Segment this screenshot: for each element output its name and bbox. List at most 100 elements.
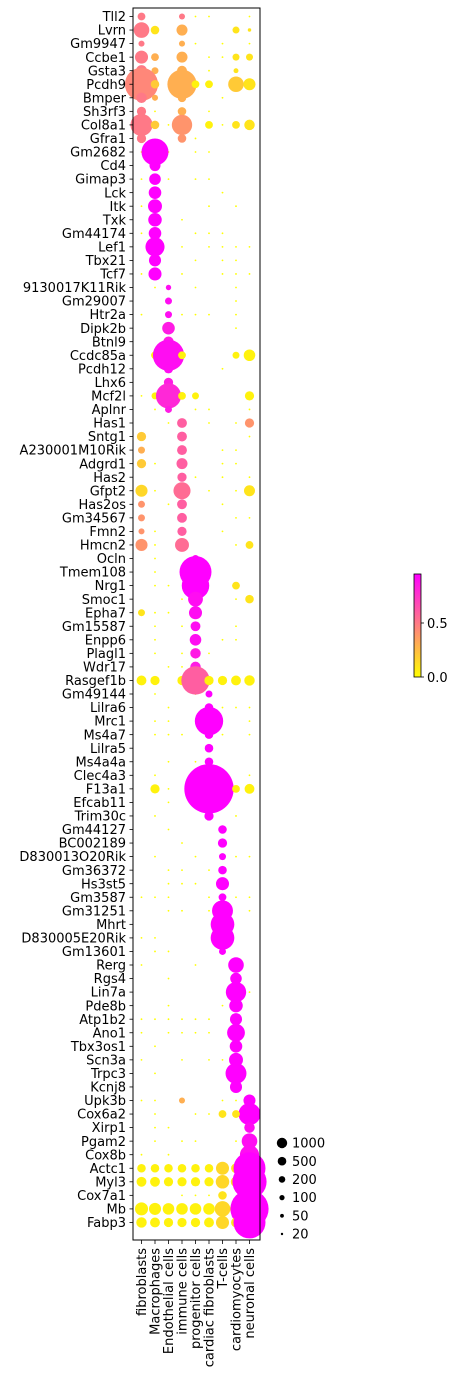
background-dot xyxy=(248,774,251,777)
y-tick-label: Mrc1 xyxy=(94,715,126,730)
dot-gm29007-endothelial-cells xyxy=(165,297,172,305)
dot-rgs4-cardiomyocytes xyxy=(230,972,242,985)
dot-actc1-progenitor-cells xyxy=(191,1163,200,1173)
dot-gfra1-fibroblasts xyxy=(136,133,147,144)
dot-fabp3-endothelial-cells xyxy=(163,1217,174,1228)
y-tick-label: Lilra6 xyxy=(90,701,126,716)
dot-lvrn-fibroblasts xyxy=(133,22,150,38)
background-dot xyxy=(181,652,183,655)
dot-a230001m10rik-immune-cells xyxy=(177,445,187,456)
dot-tll2-fibroblasts xyxy=(137,12,146,21)
dot-hmcn2-immune-cells xyxy=(175,537,189,552)
size-legend-dot xyxy=(280,1213,284,1218)
background-dot xyxy=(154,1018,156,1021)
y-tick-label: Cox8b xyxy=(85,1148,126,1163)
dot-gfra1-immune-cells xyxy=(177,134,187,143)
x-tick-label: T-cells xyxy=(216,1248,231,1290)
dot-actc1-fibroblasts xyxy=(137,1163,146,1173)
y-tick-label: Gm49144 xyxy=(62,688,126,703)
background-dot xyxy=(235,462,237,465)
background-dot xyxy=(208,313,210,316)
size-legend-label: 100 xyxy=(292,1191,317,1206)
dot-has1-neuronal-cells xyxy=(244,418,255,428)
y-tick-label: Mhrt xyxy=(96,918,126,933)
dot-fabp3-macrophages xyxy=(150,1217,160,1228)
background-dot xyxy=(181,882,183,885)
background-dot xyxy=(221,476,224,479)
dot-actc1-endothelial-cells xyxy=(164,1163,173,1173)
background-dot xyxy=(194,1031,197,1034)
dot-mcf2l-immune-cells xyxy=(178,392,186,400)
dot-lvrn-immune-cells xyxy=(176,24,188,36)
background-dot xyxy=(181,1031,183,1034)
background-dot xyxy=(248,855,251,858)
dot-cox6a2-cardiomyocytes xyxy=(232,1110,240,1118)
background-dot xyxy=(154,462,156,465)
y-tick-label: Ccdc85a xyxy=(70,349,126,364)
background-dot xyxy=(140,1031,143,1034)
size-legend-dot xyxy=(277,1156,287,1166)
background-dot xyxy=(235,245,237,248)
x-tick-label: progenitor cells xyxy=(189,1248,204,1349)
background-dot xyxy=(194,15,197,18)
dot-fabp3-immune-cells xyxy=(177,1217,187,1228)
y-tick-label: D830013O20Rik xyxy=(19,850,126,865)
background-dot xyxy=(208,869,210,872)
dot-mb-macrophages xyxy=(148,1202,162,1215)
background-dot xyxy=(167,869,170,872)
background-dot xyxy=(181,218,183,221)
y-tick-label: 9130017K11Rik xyxy=(23,281,127,296)
background-dot xyxy=(167,1018,170,1021)
dot-rasgef1b-cardiac-fibroblasts xyxy=(204,675,214,686)
background-dot xyxy=(194,1113,197,1115)
background-dot xyxy=(140,178,143,181)
colorbar-tick-label-0: 0.0 xyxy=(427,671,448,686)
dot-tcf7-macrophages xyxy=(148,267,162,281)
dot-fmn2-immune-cells xyxy=(177,526,187,537)
dot-col8a1-cardiac-fibroblasts xyxy=(205,121,213,129)
dot-lvrn-cardiomyocytes xyxy=(232,26,240,34)
dot-enpp6-progenitor-cells xyxy=(189,634,202,646)
y-tick-label: Gm3587 xyxy=(70,891,126,906)
background-dot xyxy=(181,733,183,736)
background-dot xyxy=(208,408,210,411)
background-dot xyxy=(248,909,251,912)
background-dot xyxy=(194,1018,197,1021)
dot-myl3-t-cells xyxy=(215,1175,230,1189)
y-tick-label: A230001M10Rik xyxy=(20,444,127,459)
dot-smoc1-neuronal-cells xyxy=(245,594,254,604)
y-tick-label: Efcab11 xyxy=(73,796,126,811)
x-tick-label: Macrophages xyxy=(149,1248,164,1335)
y-tick-label: Fmn2 xyxy=(89,525,126,540)
background-dot xyxy=(154,950,156,953)
y-tick-label: Pcdh12 xyxy=(78,362,126,377)
dot-lilra5-cardiac-fibroblasts xyxy=(204,743,214,753)
y-tick-label: Gfpt2 xyxy=(90,484,126,499)
background-dot xyxy=(208,1031,210,1034)
y-tick-label: Tmem108 xyxy=(59,566,126,581)
y-tick-label: Lvrn xyxy=(98,24,126,39)
background-dot xyxy=(221,191,224,194)
background-dot xyxy=(140,232,143,235)
size-legend-dot xyxy=(280,1232,284,1236)
background-dot xyxy=(235,896,237,899)
background-dot xyxy=(194,1140,197,1143)
y-tick-label: Kcnj8 xyxy=(90,1081,126,1096)
background-dot xyxy=(167,1126,170,1129)
y-tick-label: F13a1 xyxy=(86,782,126,797)
dot-myl3-immune-cells xyxy=(177,1177,187,1187)
y-tick-label: Scn3a xyxy=(86,1053,126,1068)
y-tick-label: Trim30c xyxy=(74,810,126,825)
background-dot xyxy=(208,205,210,208)
y-tick-label: Gm13601 xyxy=(62,945,126,960)
background-dot xyxy=(208,110,210,113)
dot-dipk2b-endothelial-cells xyxy=(162,321,175,335)
dot-gm34567-immune-cells xyxy=(177,512,187,523)
y-tick-label: Tbx3os1 xyxy=(70,1040,126,1055)
dot-actc1-immune-cells xyxy=(177,1163,187,1173)
background-dot xyxy=(248,733,251,736)
dot-mb-fibroblasts xyxy=(134,1202,149,1216)
background-dot xyxy=(235,205,237,208)
y-tick-label: Has2os xyxy=(78,498,126,513)
